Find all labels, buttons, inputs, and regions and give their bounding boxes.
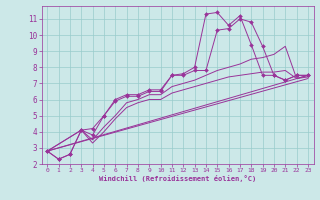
X-axis label: Windchill (Refroidissement éolien,°C): Windchill (Refroidissement éolien,°C) [99,175,256,182]
